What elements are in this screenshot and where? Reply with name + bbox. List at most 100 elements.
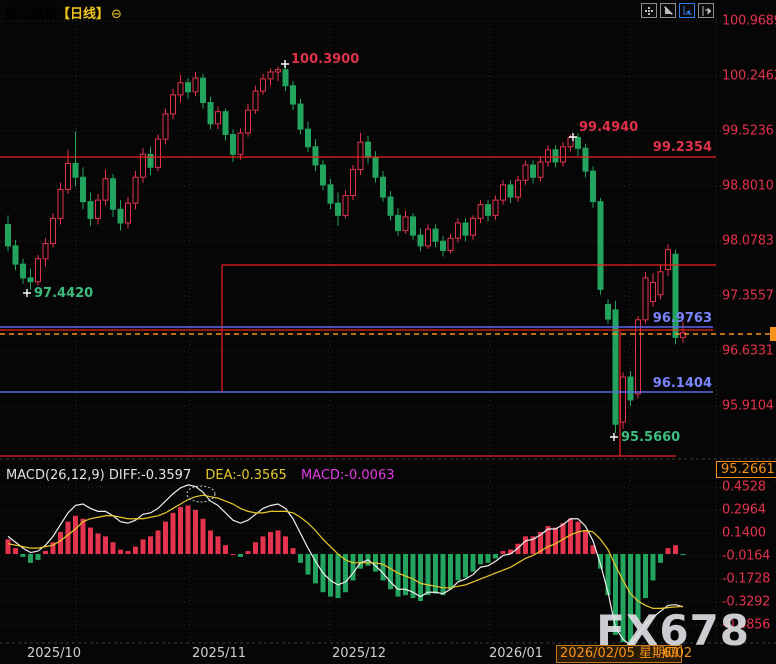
candle (665, 249, 671, 270)
candle (462, 222, 469, 236)
level-line-label: 99.2354 (652, 140, 712, 155)
selected-date-badge: 2026/02/05 星期四 (556, 645, 683, 663)
candle (650, 281, 656, 303)
candle (200, 77, 206, 104)
candle (627, 376, 634, 401)
candle (275, 69, 281, 73)
candle (425, 228, 431, 247)
candle (440, 240, 446, 251)
candle (417, 234, 424, 247)
candle (207, 102, 214, 125)
candle (522, 164, 529, 181)
candle (192, 77, 199, 93)
cross-marker (23, 289, 31, 297)
candle (72, 163, 79, 178)
month-label: 2025/11 (192, 646, 247, 661)
price-axis-label: 95.9104 (722, 398, 774, 414)
candle (552, 149, 559, 163)
candle (140, 153, 146, 178)
macd-axis-label: 0.2964 (722, 502, 766, 518)
candle (515, 179, 521, 198)
drawing-overlays[interactable] (0, 60, 770, 503)
candle (95, 199, 101, 219)
candle (305, 128, 311, 148)
month-label: 2025/12 (332, 646, 387, 661)
candle (410, 216, 416, 236)
macd-indicator-readout: MACD(26,12,9) DIFF:-0.3597 DEA:-0.3565 M… (6, 468, 394, 483)
candle (672, 253, 679, 338)
symbol-title: 美元指数 (5, 7, 58, 22)
candle (162, 113, 169, 140)
price-annotation-label: 95.5660 (621, 430, 681, 445)
axis-zoom-icon (664, 5, 673, 15)
month-label: 2025/10 (27, 646, 82, 661)
move-icon (645, 6, 653, 15)
candle (215, 111, 221, 125)
auto-scale-icon (683, 5, 692, 14)
candle (170, 94, 176, 115)
price-axis-label: 99.5236 (722, 123, 774, 139)
diff-line (7, 484, 684, 646)
candle (260, 78, 266, 92)
fx678-watermark: FX678 (596, 606, 750, 655)
pan-right-button[interactable] (698, 3, 714, 18)
candle (320, 164, 326, 186)
candle (657, 271, 664, 296)
candle (372, 156, 379, 178)
candle (35, 258, 41, 283)
candle (387, 196, 394, 216)
candle (125, 202, 131, 224)
candle (155, 138, 161, 168)
candle (5, 224, 11, 247)
period-label: 【日线】 (57, 7, 110, 22)
candle (357, 141, 364, 171)
chart-toolbar (641, 3, 714, 18)
cross-marker (610, 433, 618, 441)
candle (297, 103, 304, 130)
move-tool-button[interactable] (641, 3, 657, 18)
candle (477, 204, 484, 219)
price-annotation-label: 99.4940 (579, 120, 639, 135)
candle (57, 188, 64, 219)
price-axis-label: 97.3557 (722, 288, 774, 304)
candle (27, 277, 34, 283)
macd-axis-label: -0.3292 (722, 594, 771, 610)
pan-right-icon (702, 5, 711, 16)
candle (237, 132, 244, 155)
candle (470, 217, 476, 236)
candle (582, 147, 589, 172)
candle (117, 208, 124, 224)
candle (342, 195, 349, 216)
candle (530, 164, 536, 178)
collapse-icon[interactable]: ⊖ (111, 7, 122, 22)
macd-dea-value: DEA:-0.3565 (205, 468, 287, 483)
gridlines (0, 14, 776, 644)
candle (395, 214, 401, 232)
candle (267, 71, 274, 80)
price-annotation-label: 100.3900 (291, 52, 360, 67)
macd-axis-label: -0.0164 (722, 548, 771, 564)
current-price-axis-tag (770, 327, 776, 341)
candle (65, 163, 71, 190)
ellipse-annotation (186, 485, 216, 503)
candle (252, 90, 259, 111)
candle (620, 376, 626, 423)
candle (507, 184, 514, 198)
cross-marker (569, 133, 577, 141)
candle (20, 263, 26, 279)
candle (177, 82, 184, 96)
candle (222, 111, 229, 136)
candle (567, 137, 574, 148)
candle (185, 82, 191, 93)
candle (537, 161, 544, 178)
macd-axis-label: 0.4528 (722, 479, 766, 495)
auto-scale-button[interactable] (679, 3, 695, 18)
dea-line (7, 494, 684, 609)
candlesticks (5, 65, 686, 433)
candle (545, 149, 551, 163)
axis-zoom-button[interactable] (660, 3, 676, 18)
candle (485, 204, 491, 216)
candle (597, 201, 604, 290)
